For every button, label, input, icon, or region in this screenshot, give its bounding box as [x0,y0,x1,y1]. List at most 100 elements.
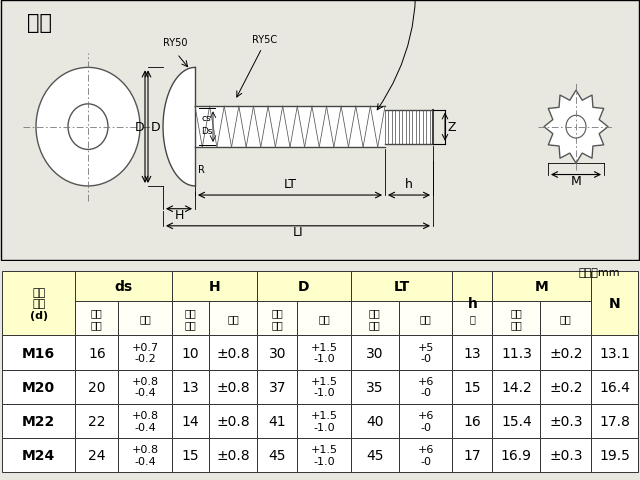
Bar [399,336,452,370]
Bar [257,370,298,404]
Text: h: h [467,297,477,311]
Text: M24: M24 [22,448,56,462]
Text: RY50: RY50 [163,37,188,48]
Text: M: M [571,174,581,187]
Text: 14.2: 14.2 [501,380,532,394]
Text: +1.5
-1.0: +1.5 -1.0 [310,410,337,432]
Bar [351,438,399,472]
Bar [298,404,351,438]
Text: M22: M22 [22,414,56,428]
Text: M16: M16 [22,346,55,360]
Bar [540,438,591,472]
Bar [209,336,257,370]
Text: Ds: Ds [201,127,212,136]
Text: ±0.8: ±0.8 [216,380,250,394]
Bar [298,301,351,336]
Text: 14: 14 [182,414,199,428]
Text: N: N [609,297,620,311]
Circle shape [566,116,586,139]
Text: +0.8
-0.4: +0.8 -0.4 [131,376,159,397]
Text: 41: 41 [268,414,286,428]
Bar [2,404,76,438]
Text: D: D [298,280,310,294]
Text: 15: 15 [182,448,199,462]
Text: 基準
尺度: 基準 尺度 [271,308,283,329]
Bar [76,336,118,370]
Polygon shape [163,68,195,187]
Bar [298,438,351,472]
Bar [209,370,257,404]
Bar [591,438,638,472]
Bar [540,370,591,404]
Bar [2,370,76,404]
Bar [118,301,172,336]
Text: M20: M20 [22,380,55,394]
Text: RY5C: RY5C [252,35,278,45]
Text: 22: 22 [88,414,106,428]
Bar [452,438,492,472]
Text: 13.1: 13.1 [599,346,630,360]
Text: +5
-0: +5 -0 [417,342,434,363]
Text: LI: LI [292,226,303,239]
Bar [298,336,351,370]
Bar [76,272,172,301]
Bar [540,404,591,438]
Bar [172,301,209,336]
Bar [172,438,209,472]
Text: ±0.2: ±0.2 [549,380,582,394]
Bar [452,370,492,404]
Text: 公差: 公差 [318,314,330,324]
Text: Z: Z [448,121,456,134]
Bar [172,370,209,404]
Bar [118,404,172,438]
Text: ±0.3: ±0.3 [549,414,582,428]
Bar [209,404,257,438]
Text: 16: 16 [88,346,106,360]
Bar [209,301,257,336]
Text: 基準
尺度: 基準 尺度 [369,308,381,329]
Bar [591,370,638,404]
Text: D: D [134,121,144,134]
Text: 公差: 公差 [560,314,572,324]
Text: M: M [535,280,548,294]
Bar [2,272,76,336]
Text: 11.3: 11.3 [501,346,532,360]
Text: +1.5
-1.0: +1.5 -1.0 [310,342,337,363]
Bar [351,370,399,404]
Bar [492,336,540,370]
Text: 10: 10 [182,346,199,360]
Bar [492,404,540,438]
Text: 40: 40 [366,414,383,428]
Text: ds: ds [115,280,132,294]
Text: 16: 16 [463,414,481,428]
Text: ±0.2: ±0.2 [549,346,582,360]
Bar [591,272,638,336]
Text: 約: 約 [469,314,476,324]
Bar [2,438,76,472]
Text: cs: cs [201,114,211,122]
Text: 37: 37 [269,380,286,394]
Bar [76,301,118,336]
Text: 45: 45 [366,448,383,462]
Text: 15.4: 15.4 [501,414,532,428]
Bar [76,370,118,404]
Bar [172,272,257,301]
Text: 17.8: 17.8 [599,414,630,428]
Text: 20: 20 [88,380,106,394]
Bar [351,272,452,301]
Bar [76,438,118,472]
Text: LT: LT [284,178,296,191]
Text: ±0.8: ±0.8 [216,414,250,428]
Bar [257,404,298,438]
Text: H: H [174,208,184,221]
Bar [257,272,351,301]
Text: 單位：mm: 單位：mm [579,268,620,277]
Text: 基準
尺度: 基準 尺度 [91,308,103,329]
Text: +0.8
-0.4: +0.8 -0.4 [131,444,159,466]
Text: 基準
尺度: 基準 尺度 [511,308,522,329]
Bar [591,336,638,370]
Text: 13: 13 [463,346,481,360]
Bar [257,438,298,472]
Bar [351,404,399,438]
Text: 螺栓: 螺栓 [28,13,52,33]
